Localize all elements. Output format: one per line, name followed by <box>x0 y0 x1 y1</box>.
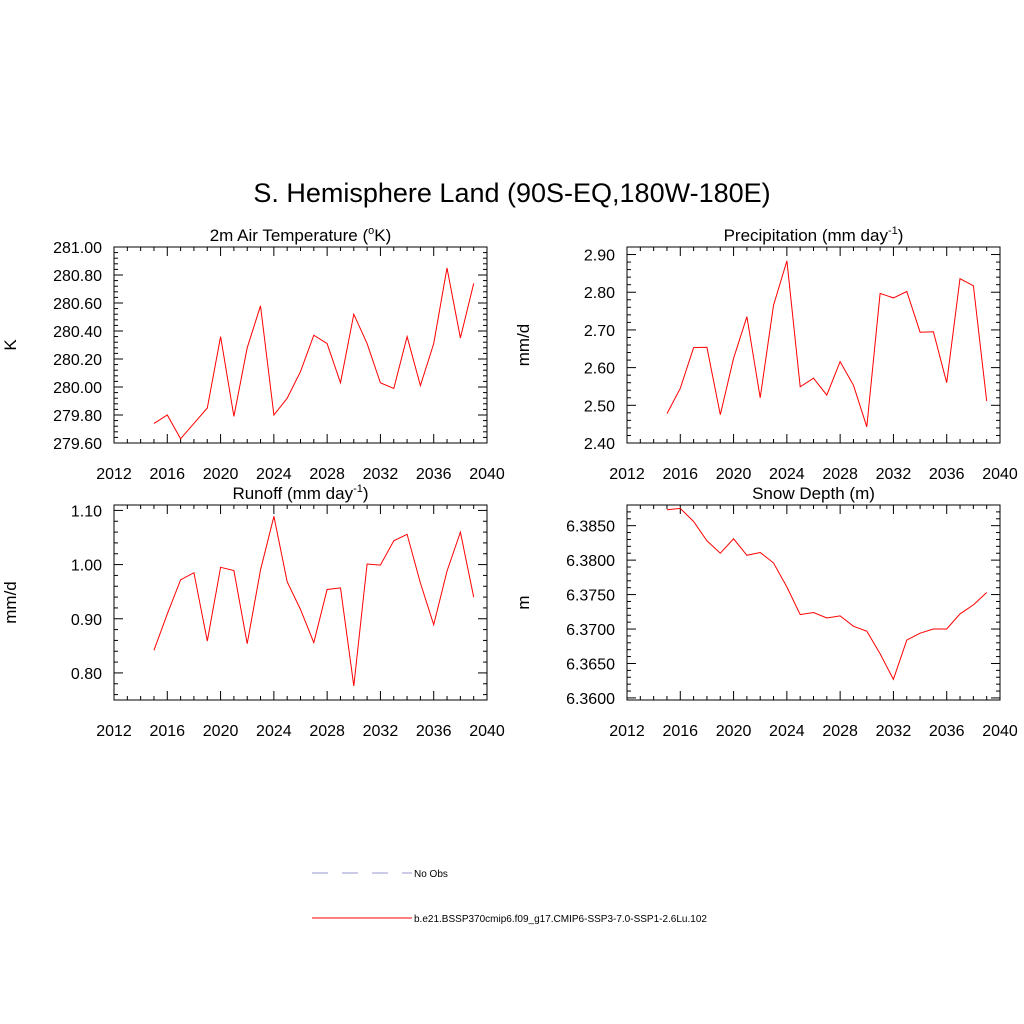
panel-title-sup: -1 <box>353 483 363 495</box>
x-tick-label: 2020 <box>203 466 239 483</box>
x-tick-label: 2032 <box>876 466 912 483</box>
legend-label: No Obs <box>414 869 448 880</box>
panel-title-main: Precipitation (mm day <box>724 226 889 245</box>
y-axis-label: mm/d <box>514 324 533 367</box>
chart-panel-4: 2012 2016 2020 2024 2028 2032 2036 2040 6.3600 6.… <box>514 484 1018 740</box>
plot-frame <box>113 246 488 444</box>
chart-panel-2: 2012 2016 2020 2024 2028 2032 2036 2040 2.40 2.50… <box>514 225 1018 483</box>
y-tick-label: 6.3850 <box>566 519 615 536</box>
y-tick-label: 279.60 <box>53 436 102 453</box>
y-axis-label: K <box>1 339 20 351</box>
panel-title-sup: o <box>368 225 374 237</box>
chart-panel-3: 2012 2016 2020 2024 2028 2032 2036 2040 0.80 0.90… <box>1 483 505 740</box>
y-tick-label: 2.40 <box>584 436 615 453</box>
y-tick-label: 6.3800 <box>566 553 615 570</box>
x-tick-label: 2012 <box>609 723 645 740</box>
y-axis-label: m <box>514 595 533 609</box>
y-tick-label: 280.80 <box>53 268 102 285</box>
plot-frame <box>626 504 1001 701</box>
y-tick-label: 2.70 <box>584 323 615 340</box>
x-tick-label: 2016 <box>662 723 698 740</box>
panel-title-end: ) <box>363 484 369 503</box>
x-tick-label: 2020 <box>716 466 752 483</box>
chart-panels: 2012 2016 2020 2024 2028 2032 2036 2040 279.60 27… <box>1 225 1018 740</box>
x-tick-label: 2016 <box>662 466 698 483</box>
panel-title-main: 2m Air Temperature ( <box>210 226 369 245</box>
y-tick-label: 279.80 <box>53 408 102 425</box>
plot-frame <box>626 246 1001 444</box>
y-tick-label: 280.20 <box>53 352 102 369</box>
y-tick-label: 280.40 <box>53 324 102 341</box>
series-line <box>153 267 475 440</box>
legend-item: No Obs <box>312 869 448 880</box>
y-tick-label: 1.00 <box>71 558 102 575</box>
x-tick-label: 2040 <box>982 723 1018 740</box>
x-tick-label: 2024 <box>256 466 292 483</box>
panel-title-main: Snow Depth (m) <box>752 484 875 503</box>
y-axis-label: mm/d <box>1 581 20 624</box>
x-tick-label: 2028 <box>309 723 345 740</box>
x-tick-label: 2040 <box>469 466 505 483</box>
x-tick-label: 2024 <box>256 723 292 740</box>
series-line <box>666 507 988 681</box>
x-tick-label: 2032 <box>363 723 399 740</box>
y-tick-label: 2.60 <box>584 361 615 378</box>
series-line <box>153 516 475 686</box>
x-tick-label: 2012 <box>96 723 132 740</box>
x-tick-label: 2036 <box>929 466 965 483</box>
y-tick-label: 280.00 <box>53 380 102 397</box>
x-tick-label: 2016 <box>149 723 185 740</box>
panel-title-end: K) <box>374 226 391 245</box>
y-tick-label: 6.3650 <box>566 656 615 673</box>
y-tick-label: 2.50 <box>584 398 615 415</box>
y-tick-label: 0.80 <box>71 666 102 683</box>
panel-title: Precipitation (mm day-1) <box>724 225 904 245</box>
chart-panel-1: 2012 2016 2020 2024 2028 2032 2036 2040 279.60 27… <box>1 225 505 483</box>
legend: No Obs b.e21.BSSP370cmip6.f09_g17.CMIP6-S… <box>312 869 707 925</box>
x-tick-label: 2036 <box>416 466 452 483</box>
x-tick-label: 2024 <box>769 466 805 483</box>
panel-title: Runoff (mm day-1) <box>232 483 368 503</box>
x-tick-label: 2012 <box>609 466 645 483</box>
y-tick-label: 6.3750 <box>566 588 615 605</box>
x-tick-label: 2024 <box>769 723 805 740</box>
series-line <box>666 260 988 427</box>
panel-title: Snow Depth (m) <box>752 484 875 503</box>
y-tick-label: 281.00 <box>53 240 102 257</box>
x-tick-label: 2016 <box>149 466 185 483</box>
x-tick-label: 2012 <box>96 466 132 483</box>
panel-title: 2m Air Temperature (oK) <box>210 225 392 245</box>
y-tick-label: 6.3600 <box>566 691 615 708</box>
x-tick-label: 2028 <box>822 723 858 740</box>
x-tick-label: 2028 <box>822 466 858 483</box>
legend-label: b.e21.BSSP370cmip6.f09_g17.CMIP6-SSP3-7.… <box>414 914 707 925</box>
x-tick-label: 2028 <box>309 466 345 483</box>
y-tick-label: 6.3700 <box>566 622 615 639</box>
figure-title: S. Hemisphere Land (90S-EQ,180W-180E) <box>253 178 770 208</box>
x-tick-label: 2032 <box>876 723 912 740</box>
y-tick-label: 1.10 <box>71 503 102 520</box>
x-tick-label: 2020 <box>203 723 239 740</box>
x-tick-label: 2032 <box>363 466 399 483</box>
x-tick-label: 2040 <box>469 723 505 740</box>
x-tick-label: 2020 <box>716 723 752 740</box>
plot-frame <box>113 504 488 701</box>
y-tick-label: 280.60 <box>53 296 102 313</box>
y-tick-label: 2.90 <box>584 248 615 265</box>
y-tick-label: 2.80 <box>584 285 615 302</box>
panel-title-main: Runoff (mm day <box>232 484 353 503</box>
y-tick-label: 0.90 <box>71 612 102 629</box>
panel-title-end: ) <box>898 226 904 245</box>
panel-title-sup: -1 <box>888 225 898 237</box>
x-tick-label: 2036 <box>929 723 965 740</box>
x-tick-label: 2036 <box>416 723 452 740</box>
legend-item: b.e21.BSSP370cmip6.f09_g17.CMIP6-SSP3-7.… <box>312 914 707 925</box>
x-tick-label: 2040 <box>982 466 1018 483</box>
